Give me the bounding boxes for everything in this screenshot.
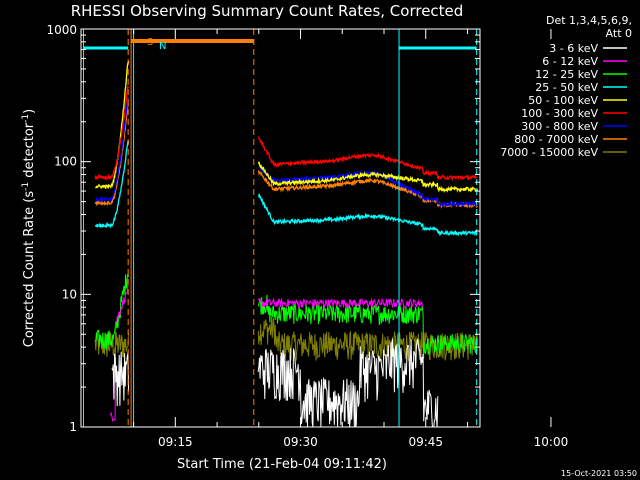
legend-label: 50 - 100 keV [528,94,598,107]
legend-label: 6 - 12 keV [542,55,598,68]
y-axis-label: Corrected Count Rate (s-1 detector-1) [21,109,37,347]
y-axis-label-part2: detector [22,122,37,182]
plot-frame [80,28,481,428]
y-axis-label-part1: Corrected Count Rate (s [22,191,37,348]
y-tick-label: 1 [69,420,77,434]
series-3-6-kev-line [111,338,439,428]
saa-marker-label: S [147,37,153,48]
y-axis-label-sup2: -1 [21,114,31,123]
legend-header-line1: Det 1,3,4,5,6,9, [546,14,632,27]
footer-timestamp: 15-Oct-2021 03:50 [561,469,637,478]
x-tick-label: 09:15 [158,435,193,449]
y-tick-label: 1000 [46,23,77,37]
y-tick-label: 100 [54,155,77,169]
chart-title: RHESSI Observing Summary Count Rates, Co… [71,2,464,20]
legend-label: 25 - 50 keV [535,81,598,94]
y-tick-label: 10 [62,287,77,301]
series-6-12-kev-line [109,284,424,423]
series-300-800-kev-line [94,96,478,208]
axes: 110100100009:1509:3009:4510:0010:1510:30… [46,23,569,449]
series-100-300-kev-line [94,85,478,182]
legend-label: 300 - 800 keV [521,120,598,133]
x-tick-label: 09:45 [408,435,443,449]
legend-label: 800 - 7000 keV [514,133,598,146]
legend-label: 12 - 25 keV [535,68,598,81]
x-tick-label: 10:00 [534,435,569,449]
night-marker-label: N [159,41,166,52]
legend-label: 100 - 300 keV [521,107,598,120]
plot-area [83,29,478,428]
y-axis-label-part3: ) [22,109,37,114]
series-50-100-kev-line [95,60,478,194]
series-12-25-kev-line [94,273,478,356]
legend-header-line2: Att 0 [606,27,632,40]
series-25-50-kev-line [94,140,478,237]
legend-label: 7000 - 15000 keV [500,146,598,159]
legend-label: 3 - 6 keV [549,42,598,55]
x-axis-label: Start Time (21-Feb-04 09:11:42) [177,457,387,472]
x-tick-label: 09:30 [283,435,318,449]
y-axis-label-sup1: -1 [21,182,31,191]
